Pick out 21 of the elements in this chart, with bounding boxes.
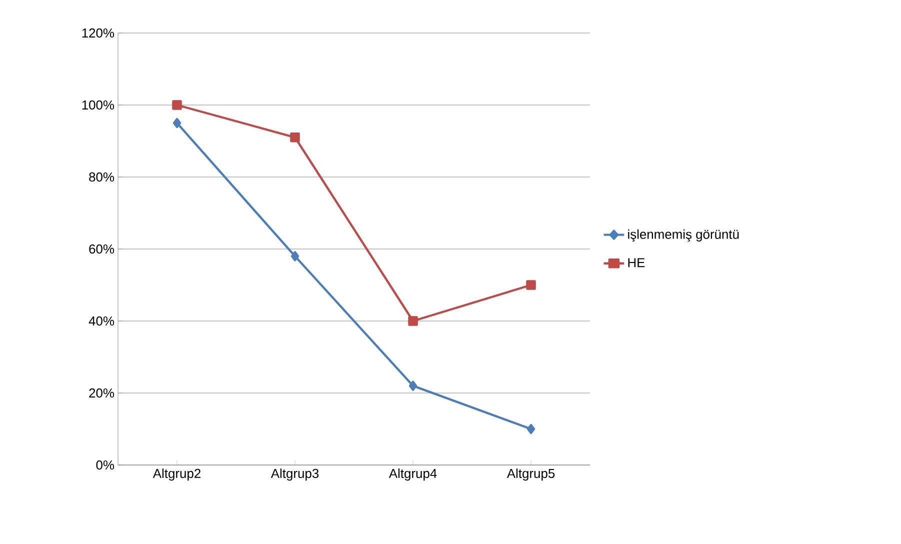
legend-label: HE bbox=[628, 258, 645, 268]
point bbox=[290, 132, 300, 142]
legend-label: işlenmemiş görüntü bbox=[628, 229, 739, 242]
point bbox=[172, 100, 182, 110]
point bbox=[408, 316, 418, 326]
y-tick-label: 0% bbox=[96, 460, 114, 470]
point bbox=[172, 118, 182, 128]
x-tick-label: Altgrup3 bbox=[270, 468, 319, 481]
x-tick-label: Altgrup2 bbox=[152, 468, 200, 481]
point bbox=[408, 380, 418, 391]
point bbox=[526, 280, 536, 290]
x-tick-label: Altgrup4 bbox=[388, 468, 437, 481]
y-tick-label: 20% bbox=[89, 388, 114, 398]
x-tick-label: Altgrup5 bbox=[506, 468, 555, 481]
point bbox=[526, 424, 536, 434]
y-tick-label: 60% bbox=[89, 244, 114, 254]
y-tick-label: 100% bbox=[82, 100, 114, 110]
y-tick-label: 80% bbox=[89, 172, 114, 182]
y-tick-label: 40% bbox=[88, 316, 114, 326]
y-tick-label: 120% bbox=[82, 28, 114, 38]
point bbox=[290, 251, 300, 262]
